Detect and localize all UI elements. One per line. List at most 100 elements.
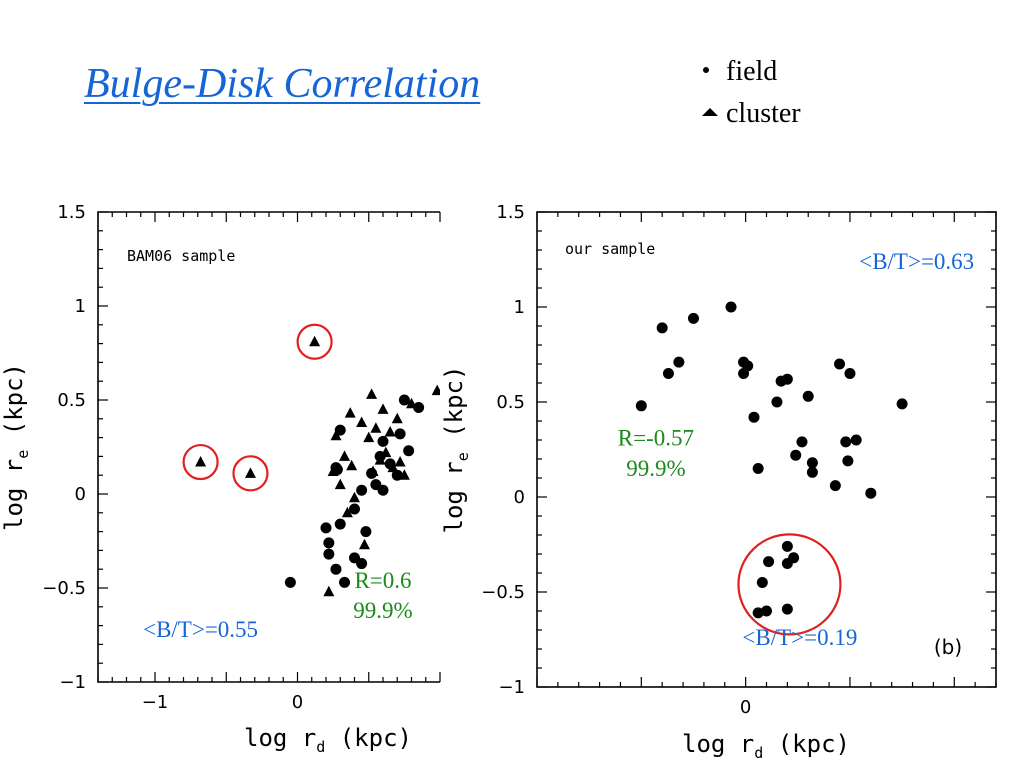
y-tick-label: 1.5 [57,202,86,223]
data-point-field [844,368,856,379]
data-point-cluster [431,384,440,396]
data-point-field [330,563,342,575]
x-axis-label: log rd (kpc) [682,730,850,762]
data-point-field [761,605,772,617]
data-point-field [403,445,415,457]
data-point-field [742,360,754,372]
data-point-field [748,411,760,423]
data-point-cluster [367,465,379,476]
corner-label: (b) [934,635,962,659]
x-tick-label: 0 [740,697,751,718]
data-point-cluster [394,456,406,467]
y-tick-label: 1 [514,297,525,318]
y-tick-label: 0.5 [57,390,86,411]
data-point-cluster [244,467,256,478]
highlight-circle [182,443,219,481]
data-point-field [349,503,360,515]
data-point-field [334,518,346,530]
data-points [635,301,908,619]
data-point-field [788,552,800,564]
x-tick-label: 0 [292,692,303,713]
data-point-cluster [391,412,403,424]
data-point-field [339,576,351,588]
data-point-field [865,487,877,499]
y-tick-label: 0 [75,484,86,505]
data-point-field [360,526,372,538]
data-point-field [756,577,768,588]
data-point-field [687,312,699,324]
data-point-field [752,463,764,474]
data-point-cluster [349,491,360,503]
data-point-cluster [384,425,396,437]
y-tick-label: −1 [59,672,86,693]
data-point-field [850,434,862,446]
panel-label: BAM06 sample [127,247,235,265]
data-point-field [790,449,802,461]
data-point-field [771,396,783,408]
data-point-field [377,435,389,447]
x-tick-label: −1 [142,692,169,713]
y-tick-label: −1 [498,677,525,698]
data-point-cluster [334,478,346,490]
data-point-field [635,400,647,412]
legend-item-field: field [700,52,777,88]
data-point-field [834,358,846,370]
x-axis-label: log rd (kpc) [244,724,412,756]
data-point-cluster [366,388,378,399]
data-point-cluster [363,431,375,443]
data-point-cluster [195,456,207,467]
data-points [195,335,440,597]
data-point-field [356,484,368,496]
data-point-field [323,537,335,549]
data-point-field [323,548,335,560]
data-point-field [829,480,841,492]
data-point-cluster [330,429,342,441]
highlight-circle [296,323,333,360]
data-point-field [394,428,406,440]
legend-label-cluster: cluster [726,98,801,129]
highlight-circle [232,455,269,492]
data-point-cluster [356,416,368,428]
data-point-cluster [358,538,370,550]
data-point-field [802,390,814,402]
data-point-field [896,398,908,410]
data-point-cluster [387,461,399,473]
page-title: Bulge-Disk Correlation [84,61,481,107]
y-tick-label: −0.5 [481,582,525,603]
data-point-field [796,436,808,448]
data-point-field [656,322,668,334]
annotation-label: <B/T>=0.55 [143,617,258,642]
data-point-field [806,457,818,469]
y-axis-label: log re (kpc) [440,366,472,534]
data-point-cluster [370,422,382,433]
data-point-field [320,522,332,534]
data-point-field [725,301,737,313]
data-point-cluster [309,335,321,347]
data-point-field [763,556,775,568]
data-point-cluster [344,407,356,418]
legend-item-cluster: cluster [700,94,801,130]
scatter-panel-2: −1 −0.5 0 0.5 1 1.5 0 log rd (kpc) log re (kpc) o… [440,202,997,762]
data-point-field [781,373,793,385]
data-point-cluster [377,403,389,414]
y-tick-label: 1.5 [496,202,525,223]
annotation-label: <B/T>=0.19 [742,625,857,650]
data-point-cluster [380,446,392,458]
data-point-field [356,558,368,570]
legend-label-field: field [726,56,778,87]
annotation-label: R=0.6 [354,568,411,593]
data-point-cluster [346,459,358,471]
data-point-field [781,603,793,615]
y-tick-label: 0.5 [496,392,525,413]
annotation-label: <B/T>=0.63 [859,249,974,274]
dot-marker-icon [700,52,726,88]
data-point-cluster [374,454,386,465]
data-point-cluster [323,585,335,597]
data-point-cluster [341,506,353,518]
annotation-label: 99.9% [353,598,412,623]
data-point-field [781,540,793,552]
highlight-circle [737,533,842,636]
data-point-field [284,576,296,588]
y-tick-label: −0.5 [42,578,86,599]
